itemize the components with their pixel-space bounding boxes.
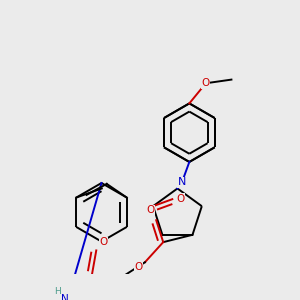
Text: O: O — [176, 194, 185, 204]
Text: O: O — [134, 262, 142, 272]
Text: N: N — [178, 177, 186, 187]
Text: N: N — [61, 294, 69, 300]
Text: O: O — [146, 205, 154, 215]
Text: H: H — [54, 287, 61, 296]
Text: O: O — [202, 78, 210, 88]
Text: O: O — [100, 237, 108, 247]
